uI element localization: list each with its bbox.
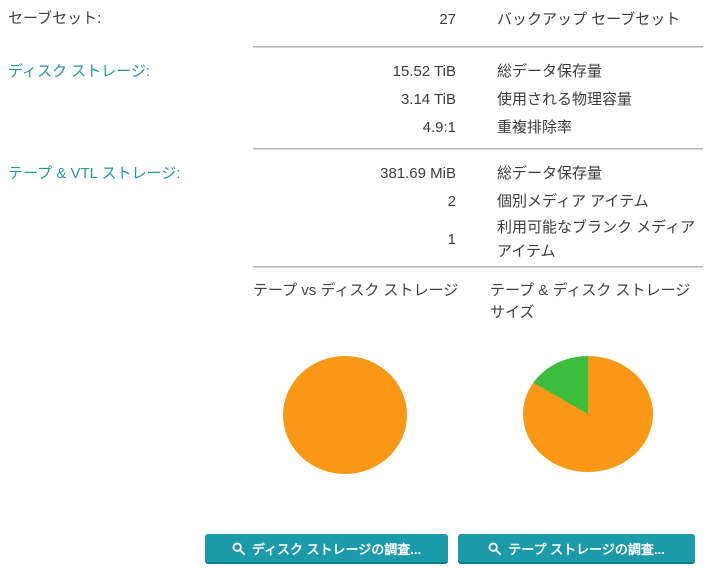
investigate-disk-storage-button[interactable]: ディスク ストレージの調査... [205, 534, 448, 564]
saveset-count-value: 27 [439, 11, 456, 28]
saveset-count-desc: バックアップ セーブセット [497, 11, 681, 28]
chart-tape-vs-disk: テープ vs ディスク ストレージ [253, 280, 490, 474]
stat-row-dedup-ratio: 4.9:1 重複排除率 [253, 114, 708, 142]
stat-row-tape-total: 381.69 MiB 総データ保存量 [253, 160, 708, 188]
disk-storage-link[interactable]: ディスク ストレージ: [8, 63, 150, 80]
chart-title-tape-vs-disk: テープ vs ディスク ストレージ [253, 282, 459, 299]
stat-row-blank-media: 1 利用可能なブランク メディア アイテム [253, 216, 708, 264]
pie-chart-tape-vs-disk [283, 356, 407, 474]
disk-storage-section: ディスク ストレージ: 15.52 TiB 総データ保存量 3.14 TiB 使… [0, 48, 708, 148]
disk-physical-desc: 使用される物理容量 [497, 91, 633, 108]
chart-title-tape-disk-size: テープ & ディスク ストレージ サイズ [490, 282, 691, 321]
dedup-ratio-desc: 重複排除率 [497, 119, 573, 136]
search-icon [488, 542, 502, 555]
disk-total-desc: 総データ保存量 [497, 63, 603, 80]
stat-row-disk-total: 15.52 TiB 総データ保存量 [253, 58, 708, 86]
tape-vtl-storage-link[interactable]: テープ & VTL ストレージ: [8, 165, 181, 182]
stat-row-savesets: 27 バックアップ セーブセット [253, 8, 708, 32]
separator [253, 266, 703, 268]
tape-total-value: 381.69 MiB [380, 165, 456, 182]
saveset-section: セーブセット: 27 バックアップ セーブセット [0, 0, 708, 46]
investigate-tape-storage-label: テープ ストレージの調査... [508, 541, 665, 557]
disk-storage-rows: 15.52 TiB 総データ保存量 3.14 TiB 使用される物理容量 4.9… [253, 58, 708, 142]
disk-total-value: 15.52 TiB [392, 63, 456, 80]
disk-physical-value: 3.14 TiB [400, 91, 456, 108]
pie-chart-tape-disk-size [523, 356, 653, 472]
media-items-desc: 個別メディア アイテム [497, 193, 649, 210]
saveset-rows: 27 バックアップ セーブセット [253, 8, 708, 32]
blank-media-desc: 利用可能なブランク メディア アイテム [497, 219, 696, 260]
investigate-disk-storage-label: ディスク ストレージの調査... [251, 541, 422, 557]
blank-media-value: 1 [447, 231, 456, 248]
action-buttons-row: ディスク ストレージの調査... テープ ストレージの調査... [205, 534, 708, 564]
tape-vtl-storage-section: テープ & VTL ストレージ: 381.69 MiB 総データ保存量 2 個別… [0, 150, 708, 266]
tape-total-desc: 総データ保存量 [497, 165, 603, 182]
media-items-value: 2 [447, 193, 456, 210]
tape-storage-rows: 381.69 MiB 総データ保存量 2 個別メディア アイテム 1 利用可能な… [253, 160, 708, 264]
stat-row-media-items: 2 個別メディア アイテム [253, 188, 708, 216]
investigate-tape-storage-button[interactable]: テープ ストレージの調査... [458, 534, 695, 564]
saveset-label: セーブセット: [8, 10, 102, 27]
separator [253, 46, 703, 48]
charts-area: テープ vs ディスク ストレージ テープ & ディスク ストレージ サイズ [253, 280, 708, 474]
dedup-ratio-value: 4.9:1 [422, 119, 456, 136]
stat-row-disk-physical: 3.14 TiB 使用される物理容量 [253, 86, 708, 114]
search-icon [232, 542, 245, 555]
separator [253, 148, 703, 150]
chart-tape-disk-size: テープ & ディスク ストレージ サイズ [490, 280, 708, 474]
